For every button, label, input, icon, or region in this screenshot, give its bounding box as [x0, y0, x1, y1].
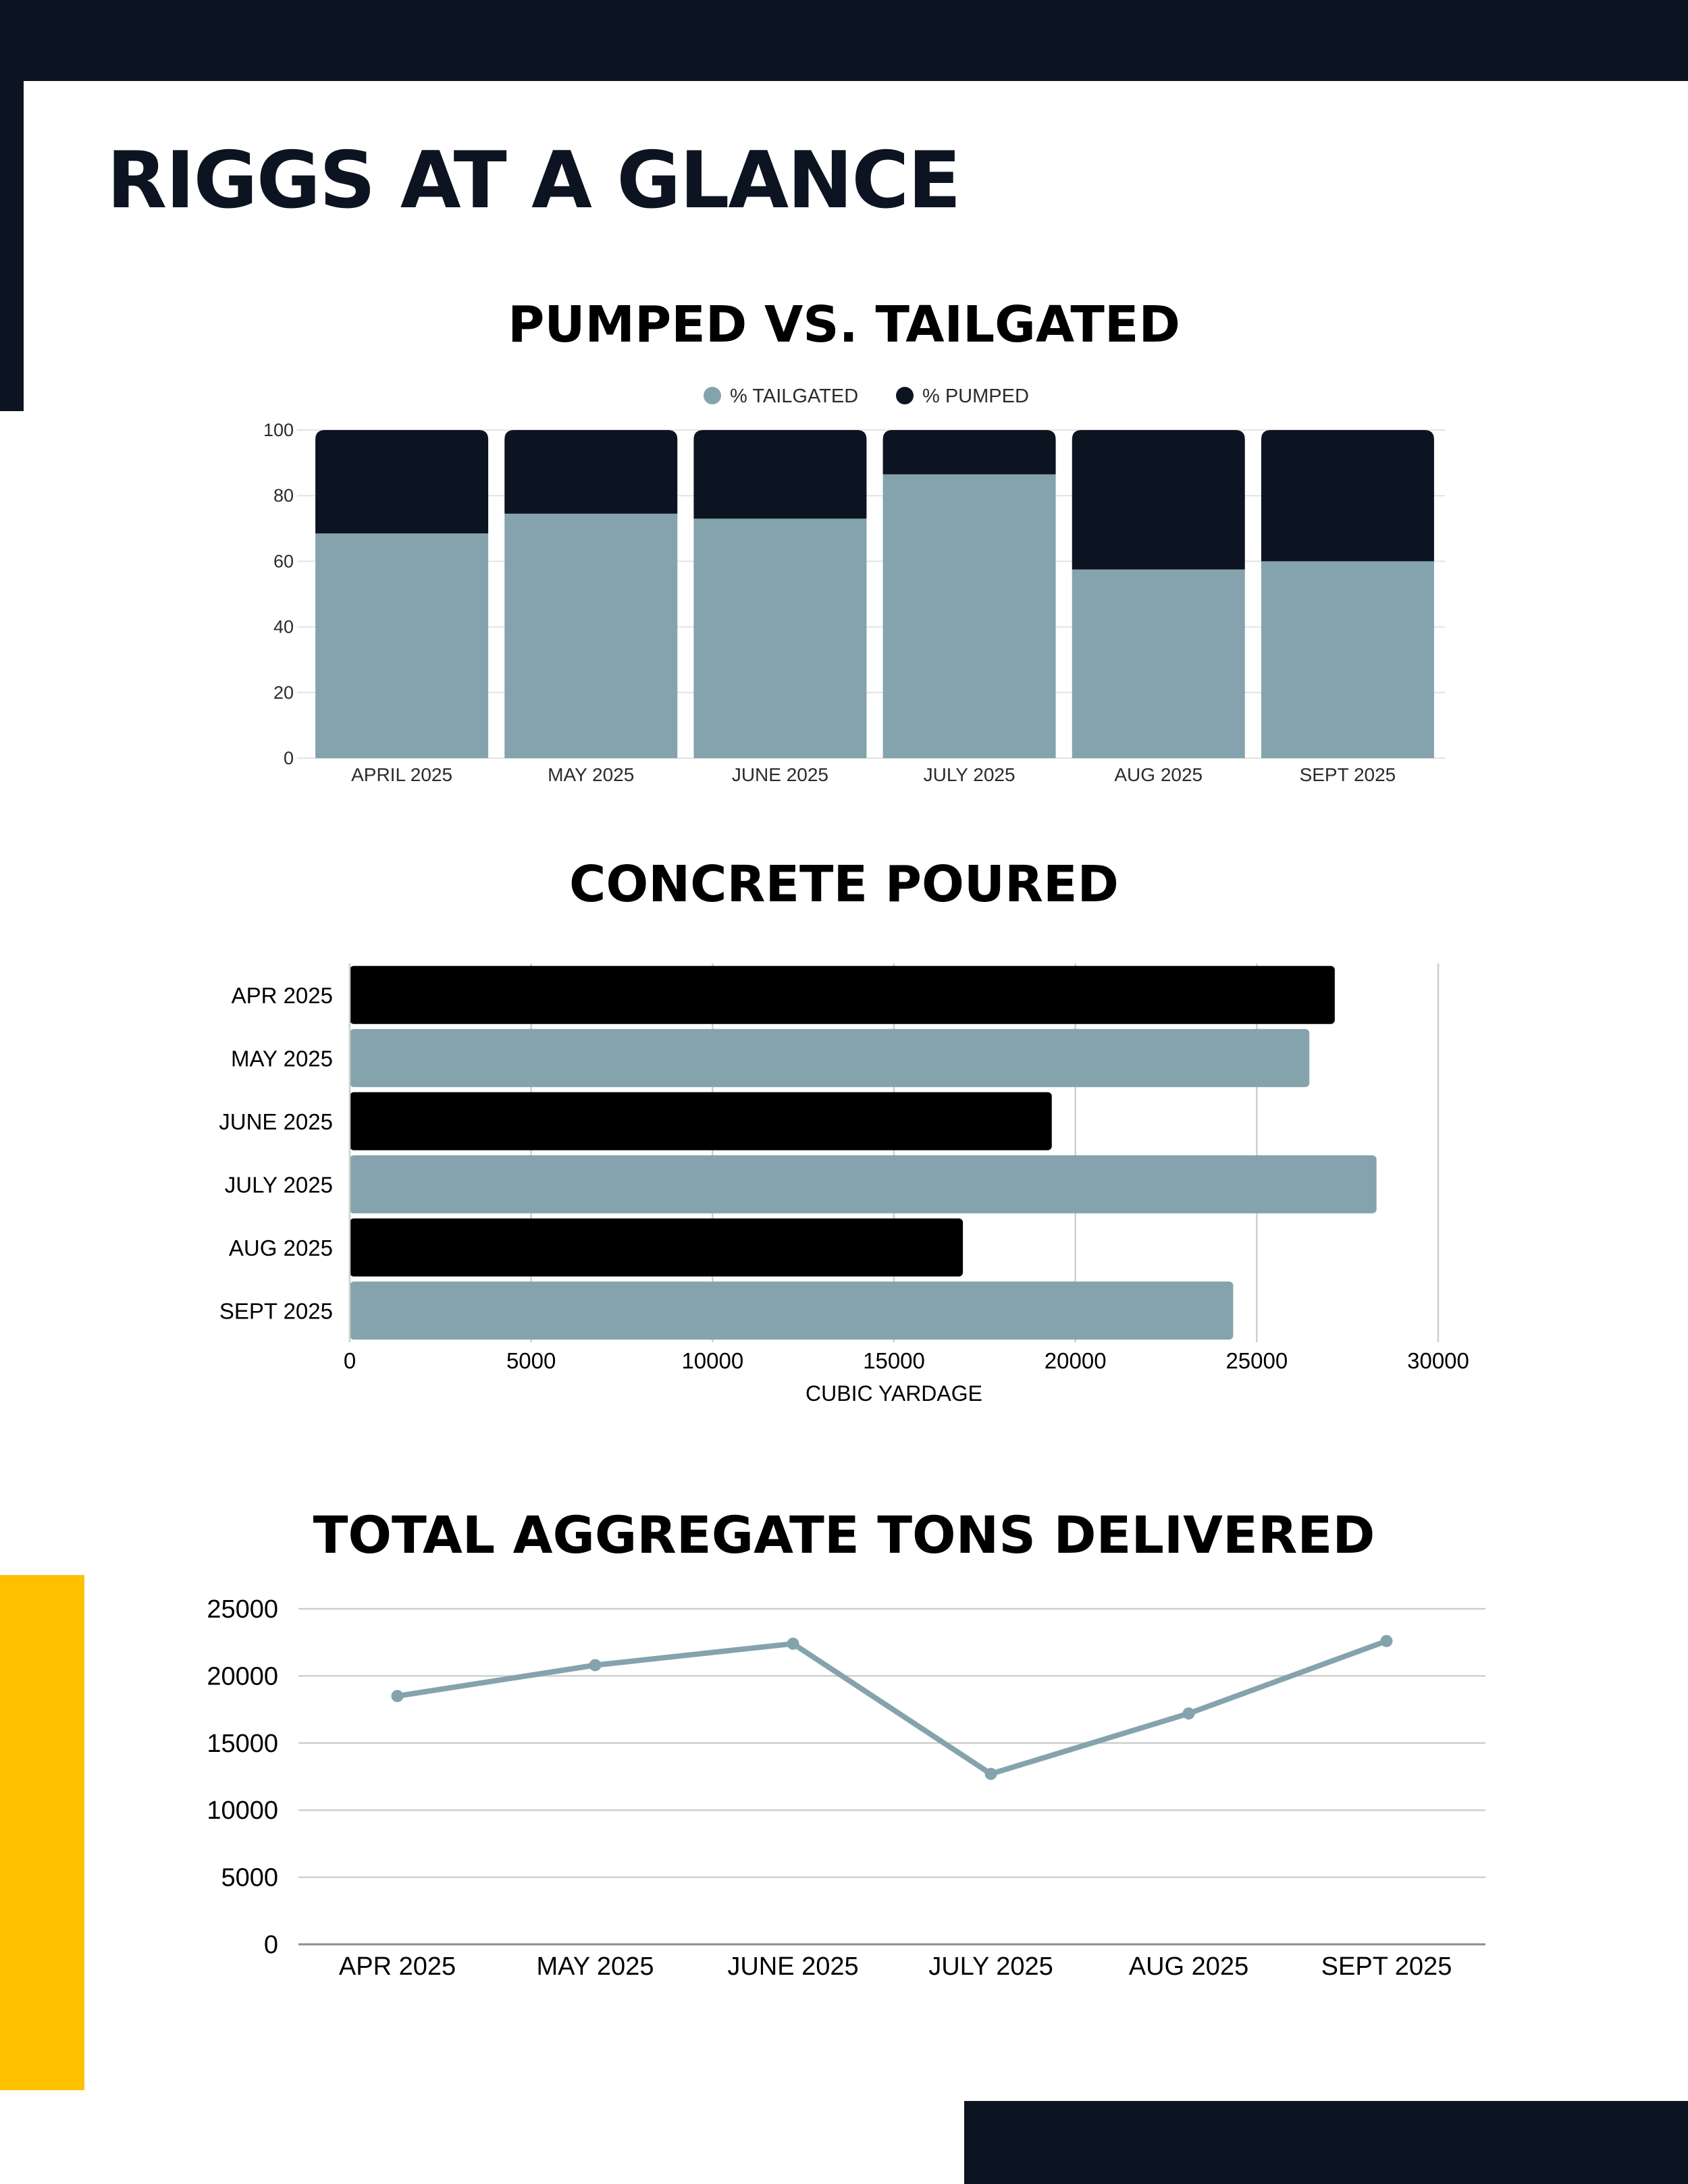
y-tick-label: 20000 — [207, 1662, 278, 1690]
x-tick-label: APR 2025 — [339, 1952, 456, 1981]
x-tick-label: AUG 2025 — [1129, 1952, 1248, 1981]
y-tick-label: 10000 — [207, 1796, 278, 1825]
data-point — [787, 1637, 799, 1650]
legend-marker — [896, 387, 914, 404]
data-point — [984, 1767, 997, 1780]
bar-segment-pumped — [504, 430, 678, 514]
x-tick-label: 5000 — [506, 1348, 556, 1373]
data-point — [1182, 1707, 1195, 1720]
data-point — [1380, 1634, 1393, 1647]
bar — [350, 1029, 1310, 1088]
x-tick-label: SEPT 2025 — [1321, 1952, 1452, 1981]
bar — [350, 1092, 1052, 1150]
legend-label: % PUMPED — [922, 385, 1029, 407]
legend-marker — [704, 387, 721, 404]
bar — [350, 1218, 964, 1277]
x-tick-label: SEPT 2025 — [1300, 764, 1396, 785]
y-tick-label: 0 — [284, 748, 294, 768]
y-tick-label: 40 — [273, 617, 294, 637]
bar-segment-pumped — [693, 430, 867, 519]
bar-segment-tailgated — [315, 533, 489, 758]
y-tick-label: 5000 — [221, 1864, 278, 1892]
y-tick-label: 60 — [273, 551, 294, 571]
legend-label: % TAILGATED — [730, 385, 858, 407]
x-tick-label: JUNE 2025 — [727, 1952, 858, 1981]
bar — [350, 1155, 1377, 1214]
x-tick-label: MAY 2025 — [548, 764, 634, 785]
bar-segment-pumped — [1261, 430, 1434, 562]
x-axis-label: CUBIC YARDAGE — [806, 1381, 982, 1406]
bar — [350, 1281, 1234, 1340]
x-tick-label: 0 — [344, 1348, 356, 1373]
bar-segment-tailgated — [504, 513, 678, 758]
x-tick-label: JUNE 2025 — [732, 764, 828, 785]
y-tick-label: APR 2025 — [232, 983, 333, 1008]
chart-title-aggregate-tons: TOTAL AGGREGATE TONS DELIVERED — [313, 1505, 1375, 1565]
y-tick-label: AUG 2025 — [229, 1235, 333, 1260]
y-tick-label: 20 — [273, 683, 294, 703]
series-line — [394, 1638, 1390, 1777]
y-tick-label: SEPT 2025 — [219, 1298, 333, 1323]
x-tick-label: 10000 — [681, 1348, 743, 1373]
x-tick-label: AUG 2025 — [1114, 764, 1203, 785]
data-point — [391, 1690, 404, 1703]
data-point — [589, 1659, 602, 1672]
horizontal-bar-chart: 0 5000 10000 15000 20000 25000 30000 CUBIC YARD… — [219, 963, 1469, 1406]
chart-title-concrete-poured: CONCRETE POURED — [569, 855, 1119, 913]
bar-segment-tailgated — [882, 474, 1056, 758]
x-tick-label: 25000 — [1225, 1348, 1288, 1373]
x-tick-label: 20000 — [1045, 1348, 1107, 1373]
line-chart: 0 5000 10000 15000 20000 25000 APR 2025 MAY 202… — [207, 1595, 1485, 1981]
y-tick-label: 100 — [263, 420, 294, 440]
y-tick-label: 0 — [264, 1931, 278, 1959]
yellow-accent-bar — [0, 1575, 84, 2090]
x-tick-label: APRIL 2025 — [351, 764, 452, 785]
y-tick-label: 80 — [273, 485, 294, 506]
bar-segment-tailgated — [1261, 561, 1434, 758]
y-tick-label: MAY 2025 — [231, 1046, 333, 1071]
x-tick-label: MAY 2025 — [537, 1952, 654, 1981]
x-tick-label: 30000 — [1407, 1348, 1469, 1373]
page-title: RIGGS AT A GLANCE — [107, 135, 961, 226]
bar-segment-pumped — [1072, 430, 1245, 570]
left-accent-bar — [0, 81, 24, 411]
chart-title-pumped-vs-tailgated: PUMPED VS. TAILGATED — [508, 296, 1180, 354]
x-tick-label: JULY 2025 — [928, 1952, 1053, 1981]
y-tick-label: JUNE 2025 — [219, 1109, 333, 1134]
bar-segment-tailgated — [1072, 569, 1245, 758]
top-banner — [0, 0, 1688, 81]
y-tick-label: 25000 — [207, 1595, 278, 1624]
x-tick-label: 15000 — [863, 1348, 925, 1373]
bar-segment-pumped — [315, 430, 489, 534]
bar-segment-pumped — [882, 430, 1056, 475]
bar-segment-tailgated — [693, 518, 867, 758]
bottom-banner — [964, 2101, 1688, 2184]
bar — [350, 965, 1335, 1024]
y-tick-label: 15000 — [207, 1730, 278, 1758]
y-tick-label: JULY 2025 — [225, 1172, 333, 1197]
stacked-bar-chart: 0 20 40 60 80 100 % TAILGATED % PUMPED APRIL 202… — [263, 385, 1445, 785]
x-tick-label: JULY 2025 — [924, 764, 1016, 785]
